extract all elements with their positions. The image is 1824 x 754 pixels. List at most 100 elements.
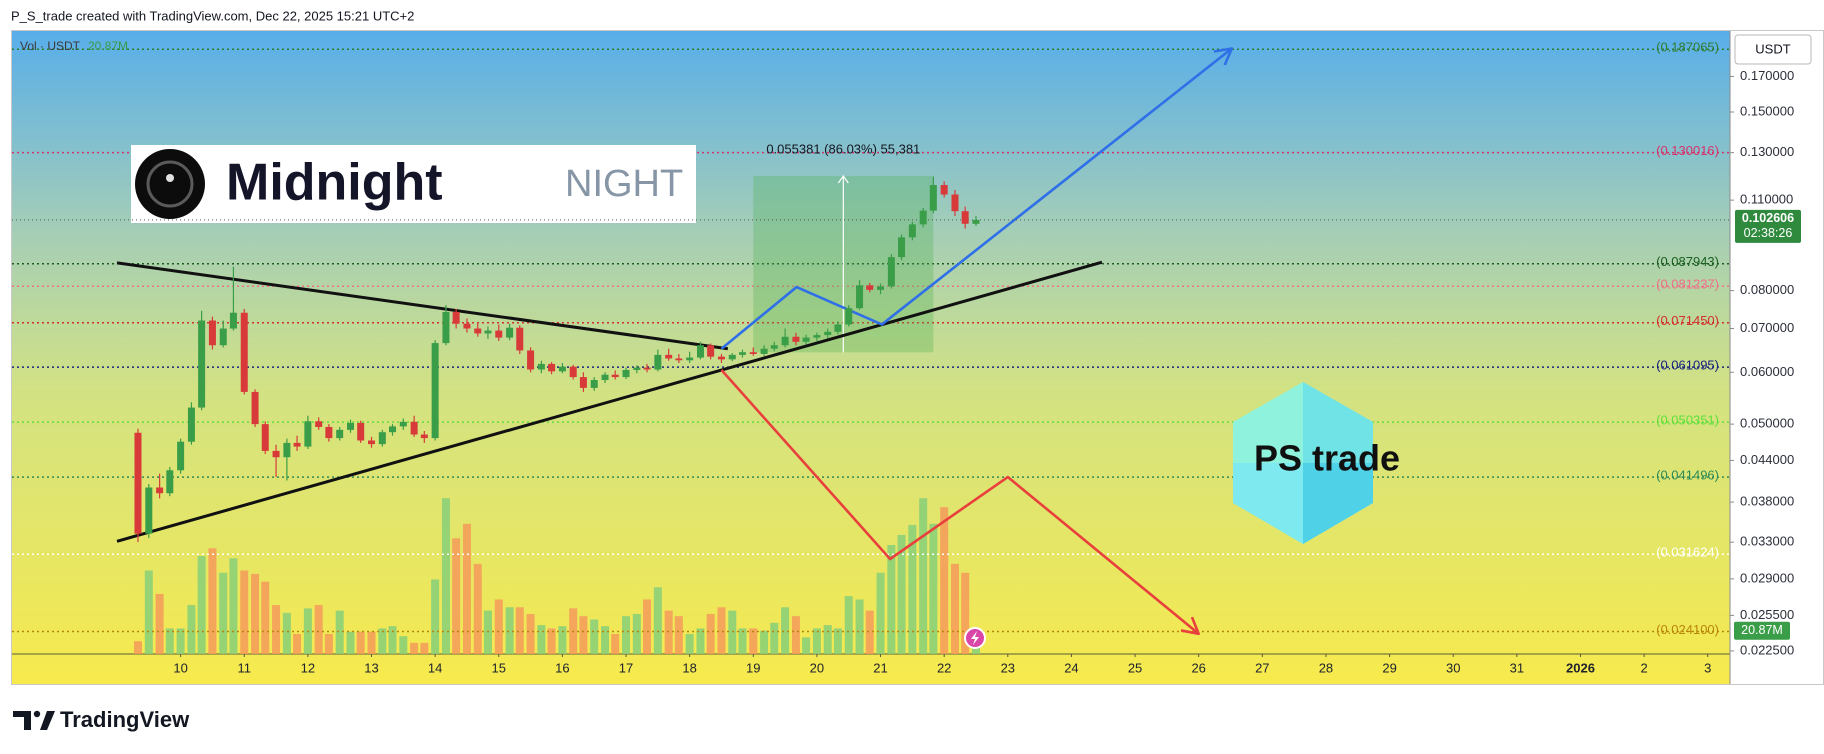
x-tick-label: 28: [1319, 660, 1333, 675]
volume-bar: [643, 599, 652, 654]
x-tick-label: 14: [428, 660, 442, 675]
candle-body: [166, 470, 174, 494]
candle-body: [738, 352, 746, 355]
level-label: (0.087943): [1656, 254, 1719, 269]
x-tick-label: 30: [1446, 660, 1460, 675]
arrow-head: [1180, 616, 1200, 636]
volume-bar: [356, 631, 365, 654]
level-label: (0.041496): [1656, 468, 1719, 483]
candle-body: [972, 219, 980, 224]
volume-bar: [908, 524, 917, 654]
volume-bar: [293, 633, 302, 654]
footer-brand: TradingView: [60, 707, 190, 732]
candle-body: [643, 367, 651, 370]
candle-body: [686, 357, 694, 361]
volume-bar: [219, 572, 228, 654]
candle-body: [134, 432, 142, 534]
volume-bar: [929, 523, 938, 654]
volume-bar: [876, 572, 885, 654]
candle-body: [229, 312, 237, 329]
x-tick-label: 25: [1128, 660, 1142, 675]
candle-body: [442, 311, 450, 344]
candle-body: [145, 487, 153, 534]
measure-layer: 0.055381 (86.03%) 55,381: [753, 141, 934, 353]
alert-icon-bolt[interactable]: [971, 631, 979, 645]
candle-body: [760, 348, 768, 354]
volume-bar: [282, 612, 291, 654]
logo-ticker: NIGHT: [565, 163, 683, 205]
candle-body: [420, 434, 428, 439]
volume-bar: [251, 573, 260, 654]
candle-body: [919, 210, 927, 225]
volume-last-box: [1734, 621, 1790, 640]
logo-icon-dot: [166, 174, 174, 182]
volume-bar: [558, 626, 567, 654]
candle-body: [357, 422, 365, 441]
arrow-path: [720, 369, 1200, 635]
logo-hex-facet: [1233, 463, 1303, 544]
level-label: (0.071450): [1656, 313, 1719, 328]
level-label: (0.050351): [1656, 413, 1719, 428]
candle-body: [368, 440, 376, 445]
volume-bar: [155, 593, 164, 654]
volume-bar: [601, 626, 610, 654]
x-tick-label: 21: [873, 660, 887, 675]
candle-body: [410, 421, 418, 435]
volume-bar: [855, 599, 864, 654]
y-tick-label: 0.033000: [1740, 534, 1794, 549]
volume-bar: [940, 507, 949, 654]
logo-box: [131, 145, 696, 223]
candle-body: [961, 211, 969, 224]
candle-body: [315, 421, 323, 427]
candle-body: [198, 320, 206, 408]
x-tick-label: 11: [237, 660, 251, 675]
logo-icon-ring: [146, 160, 194, 208]
candle-body: [347, 422, 355, 430]
volume-bar: [547, 628, 556, 654]
candle-body: [569, 366, 577, 378]
volume-bar: [685, 633, 694, 654]
candle-body: [579, 377, 587, 388]
candle-body: [802, 337, 810, 342]
volume-bar: [802, 637, 811, 654]
volume-header-value: 20.87M: [88, 39, 128, 53]
level-label: (0.187065): [1656, 40, 1719, 55]
candle-body: [283, 442, 291, 458]
x-tick-label: 26: [1191, 660, 1205, 675]
candle-body: [781, 336, 789, 346]
volume-bar: [272, 605, 281, 654]
volume-bar: [420, 642, 429, 654]
logo-text: PS trade: [1254, 438, 1400, 479]
level-label: (0.081237): [1656, 277, 1719, 292]
candle-body: [399, 421, 407, 427]
volume-bar: [399, 636, 408, 654]
currency-button-box[interactable]: [1734, 34, 1812, 65]
candle-body: [251, 391, 259, 425]
candle-body: [696, 345, 704, 358]
levels-layer: [12, 48, 1730, 633]
candle-body: [898, 237, 906, 258]
y-tick-label: 0.029000: [1740, 570, 1794, 585]
candle-body: [675, 358, 683, 361]
volume-bar: [632, 613, 641, 654]
currency-button[interactable]: USDT: [1734, 34, 1812, 65]
candle-body: [389, 426, 397, 433]
volume-bar: [187, 605, 196, 654]
x-tick-label: 23: [1001, 660, 1015, 675]
volume-bar: [378, 628, 387, 654]
volume-bar: [844, 596, 853, 654]
volume-bar: [674, 616, 683, 654]
candle-body: [558, 366, 566, 372]
volume-bar: [240, 570, 249, 654]
alert-icon[interactable]: [964, 627, 986, 649]
x-tick-label: 16: [555, 660, 569, 675]
volume-bar: [462, 523, 471, 654]
ps-trade-logo: PS trade: [1233, 382, 1400, 544]
logo-name: Midnight: [226, 154, 443, 212]
currency-button-label[interactable]: USDT: [1755, 41, 1790, 56]
candle-body: [877, 286, 885, 290]
volume-bar: [706, 613, 715, 654]
volume-bar: [664, 610, 673, 654]
level-label: (0.130016): [1656, 143, 1719, 158]
